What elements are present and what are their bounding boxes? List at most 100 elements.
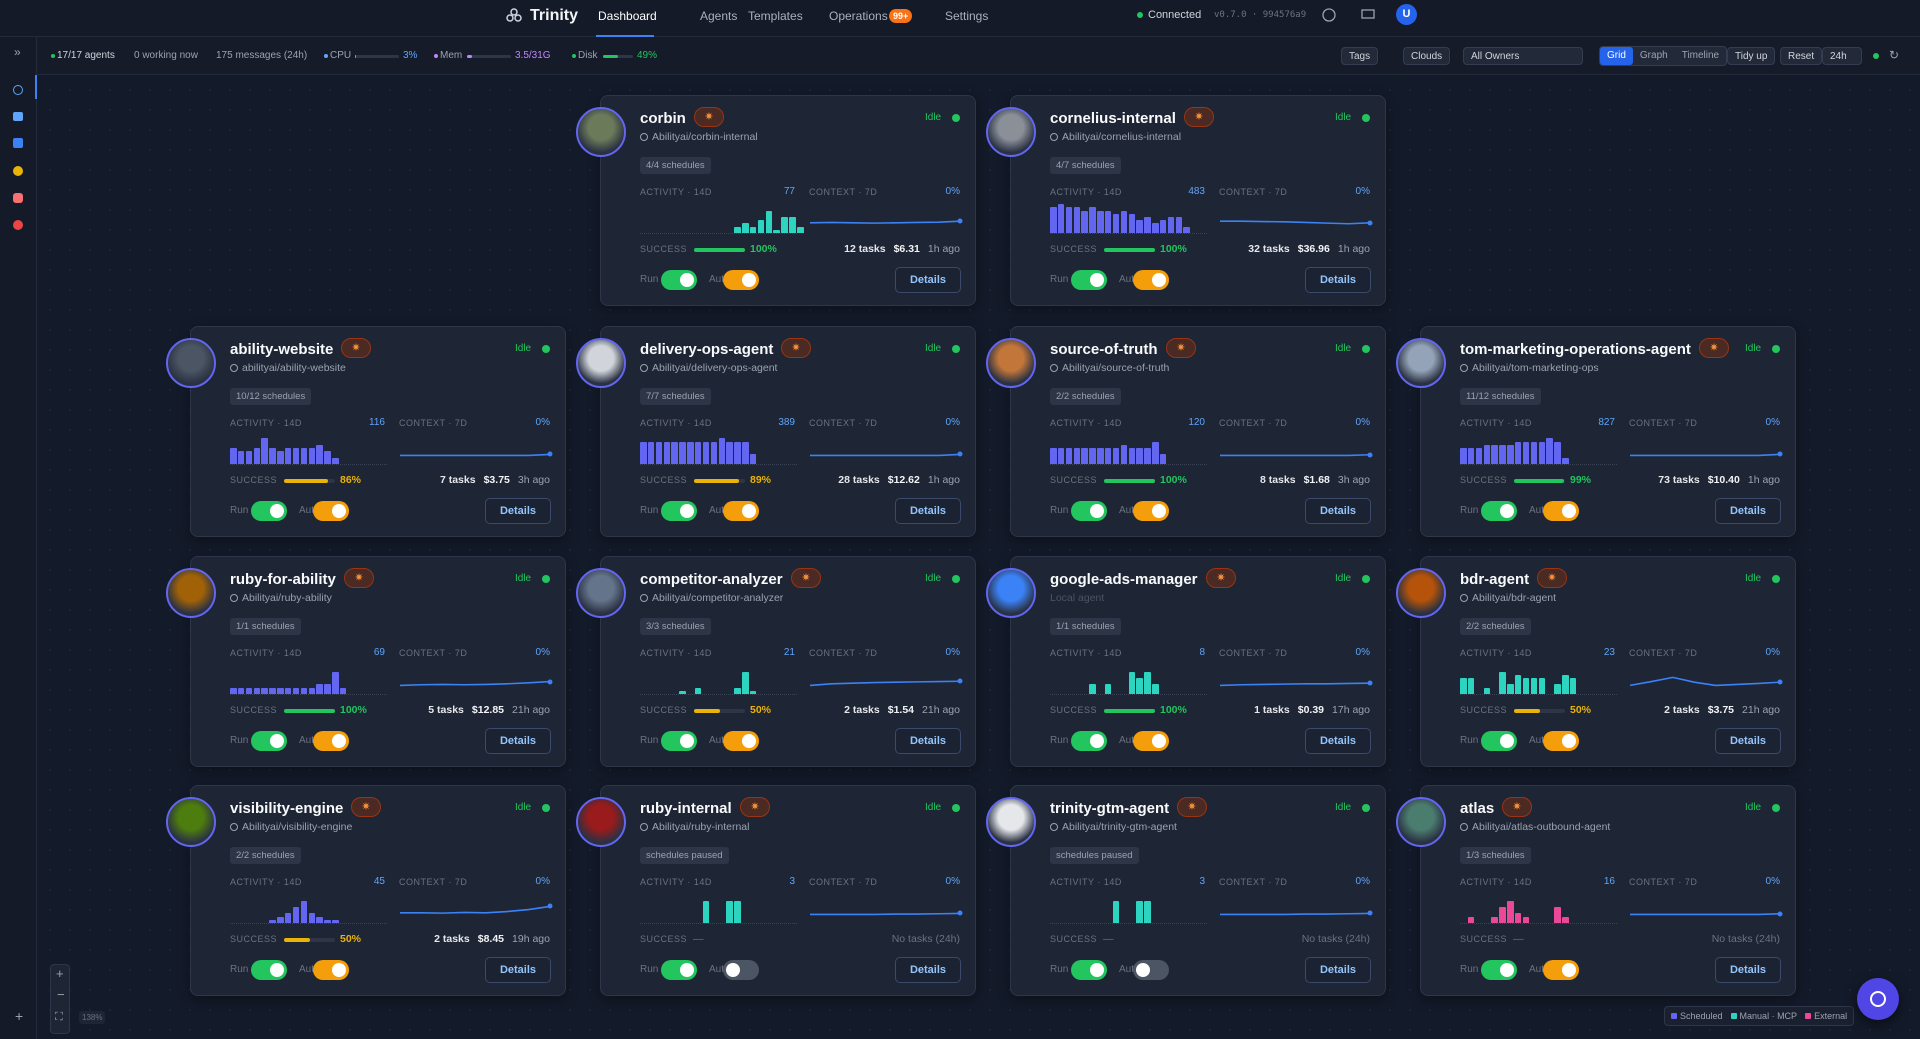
zoom-level: 138% bbox=[79, 1011, 106, 1024]
view-option[interactable]: Graph bbox=[1639, 50, 1668, 61]
toggle[interactable] bbox=[1543, 501, 1579, 521]
toggle[interactable] bbox=[1133, 960, 1169, 980]
details-button[interactable]: Details bbox=[895, 498, 961, 524]
toggle[interactable] bbox=[661, 960, 697, 980]
help-button[interactable] bbox=[1857, 978, 1899, 1020]
agent-avatar bbox=[166, 568, 216, 618]
toggle[interactable] bbox=[1133, 501, 1169, 521]
zoom-in[interactable]: + bbox=[56, 966, 64, 981]
add-icon[interactable]: + bbox=[15, 1008, 24, 1024]
toggle[interactable] bbox=[1543, 960, 1579, 980]
nav-icon[interactable] bbox=[13, 85, 23, 95]
details-button[interactable]: Details bbox=[1305, 728, 1371, 754]
nav-icon[interactable] bbox=[13, 220, 23, 230]
details-button[interactable]: Details bbox=[1715, 957, 1781, 983]
toggle-knob bbox=[680, 273, 694, 287]
nav-tab[interactable]: Settings bbox=[945, 9, 989, 23]
toggle[interactable] bbox=[313, 731, 349, 751]
owner-select[interactable]: All Owners bbox=[1463, 47, 1583, 65]
details-button[interactable]: Details bbox=[895, 728, 961, 754]
toggle-knob bbox=[1090, 963, 1104, 977]
toggle[interactable] bbox=[1543, 731, 1579, 751]
toggle[interactable] bbox=[661, 731, 697, 751]
context-end bbox=[547, 451, 553, 457]
details-button[interactable]: Details bbox=[485, 498, 551, 524]
toggle[interactable] bbox=[661, 270, 697, 290]
toggle[interactable] bbox=[251, 501, 287, 521]
help-icon[interactable] bbox=[1321, 7, 1337, 23]
active-indicator bbox=[35, 75, 37, 99]
range-select[interactable]: 24h bbox=[1822, 47, 1862, 65]
nav-tab[interactable]: Operations bbox=[829, 9, 888, 23]
toggle[interactable] bbox=[1481, 960, 1517, 980]
view-option[interactable]: Timeline bbox=[1681, 50, 1720, 61]
tasks: 28 tasks bbox=[838, 474, 880, 486]
details-button[interactable]: Details bbox=[1715, 498, 1781, 524]
agent-badge: ✷ bbox=[1177, 797, 1207, 817]
toggle-knob bbox=[332, 963, 346, 977]
tags-filter[interactable]: Tags bbox=[1341, 47, 1379, 65]
reset-button[interactable]: Reset bbox=[1780, 47, 1823, 65]
toggle[interactable] bbox=[1481, 731, 1517, 751]
details-button[interactable]: Details bbox=[895, 957, 961, 983]
activity-bar bbox=[324, 684, 331, 694]
user-avatar[interactable]: U bbox=[1396, 4, 1417, 25]
details-button[interactable]: Details bbox=[1305, 267, 1371, 293]
toggle[interactable] bbox=[723, 270, 759, 290]
toggle[interactable] bbox=[313, 960, 349, 980]
refresh-icon[interactable]: ↻ bbox=[1889, 48, 1900, 62]
toggle[interactable] bbox=[723, 960, 759, 980]
agent-card: competitor-analyzer ✷ Idle Abilityai/compet… bbox=[576, 556, 976, 767]
toggle[interactable] bbox=[1481, 501, 1517, 521]
tidy-button[interactable]: Tidy up bbox=[1727, 47, 1776, 65]
view-option[interactable]: Grid bbox=[1600, 47, 1633, 65]
details-button[interactable]: Details bbox=[485, 728, 551, 754]
nav-icon[interactable] bbox=[13, 138, 23, 148]
context-chart bbox=[809, 680, 961, 687]
toggle[interactable] bbox=[1071, 960, 1107, 980]
toggle[interactable] bbox=[723, 501, 759, 521]
fit-view[interactable]: ⛶ bbox=[55, 1011, 63, 1023]
toggle[interactable] bbox=[661, 501, 697, 521]
toggle[interactable] bbox=[1071, 501, 1107, 521]
activity-label: ACTIVITY · 14D bbox=[230, 877, 302, 887]
toggle[interactable] bbox=[1133, 270, 1169, 290]
nav-icon[interactable] bbox=[13, 166, 23, 176]
details-button[interactable]: Details bbox=[1305, 957, 1371, 983]
schedules-pill: 4/4 schedules bbox=[640, 157, 711, 174]
zoom-out[interactable]: − bbox=[57, 987, 65, 1002]
monitor-icon[interactable] bbox=[1360, 7, 1376, 23]
last-run: 17h ago bbox=[1332, 704, 1370, 716]
clouds-filter[interactable]: Clouds bbox=[1403, 47, 1451, 65]
schedules-pill: 3/3 schedules bbox=[640, 618, 711, 635]
details-button[interactable]: Details bbox=[1715, 728, 1781, 754]
toggle[interactable] bbox=[723, 731, 759, 751]
toggle[interactable] bbox=[1133, 731, 1169, 751]
success-track bbox=[694, 479, 745, 483]
legend-item: Manual · MCP bbox=[1730, 1010, 1797, 1022]
expand-icon[interactable]: » bbox=[14, 45, 21, 59]
cost: $1.68 bbox=[1303, 474, 1330, 486]
nav-icon[interactable] bbox=[13, 112, 23, 121]
toggle[interactable] bbox=[1071, 270, 1107, 290]
nav-tab[interactable]: Agents bbox=[700, 9, 738, 23]
details-button[interactable]: Details bbox=[895, 267, 961, 293]
details-button[interactable]: Details bbox=[485, 957, 551, 983]
activity-label: ACTIVITY · 14D bbox=[640, 187, 712, 197]
activity-bar bbox=[702, 441, 710, 464]
details-button[interactable]: Details bbox=[1305, 498, 1371, 524]
nav-tab[interactable]: Dashboard bbox=[598, 9, 657, 23]
agent-name: ability-website bbox=[230, 341, 334, 358]
toggle-knob bbox=[270, 963, 284, 977]
status-dot bbox=[1137, 12, 1143, 18]
activity-bar bbox=[1120, 444, 1128, 464]
toggle[interactable] bbox=[251, 960, 287, 980]
task-meta: 1 tasks $0.39 17h ago bbox=[1254, 704, 1370, 716]
nav-icon[interactable] bbox=[13, 193, 23, 203]
toggle[interactable] bbox=[313, 501, 349, 521]
status-label: Idle bbox=[1745, 573, 1762, 584]
toggle[interactable] bbox=[251, 731, 287, 751]
nav-tab[interactable]: Templates bbox=[748, 9, 803, 23]
toggle[interactable] bbox=[1071, 731, 1107, 751]
activity-bar bbox=[292, 687, 300, 694]
